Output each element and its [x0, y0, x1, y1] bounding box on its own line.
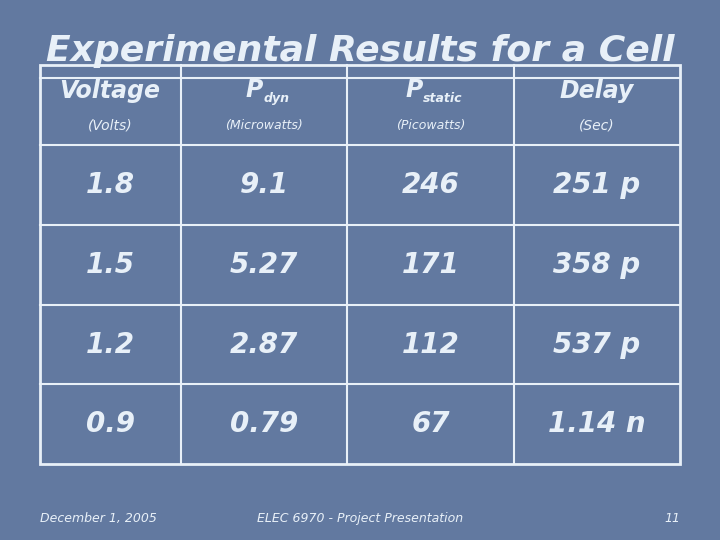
Text: 2.87: 2.87	[230, 330, 298, 359]
Text: 1.5: 1.5	[86, 251, 135, 279]
Text: 171: 171	[402, 251, 459, 279]
Text: 537 p: 537 p	[554, 330, 641, 359]
Text: 112: 112	[402, 330, 459, 359]
Text: static: static	[423, 92, 463, 105]
Text: 1.14 n: 1.14 n	[549, 410, 646, 438]
Text: 0.9: 0.9	[86, 410, 135, 438]
Text: (Sec): (Sec)	[580, 118, 615, 132]
Text: ELEC 6970 - Project Presentation: ELEC 6970 - Project Presentation	[257, 512, 463, 525]
Text: 5.27: 5.27	[230, 251, 298, 279]
Text: December 1, 2005: December 1, 2005	[40, 512, 156, 525]
Text: dyn: dyn	[264, 92, 290, 105]
Text: Voltage: Voltage	[60, 79, 161, 103]
Text: P: P	[405, 78, 423, 102]
Text: P: P	[246, 78, 264, 102]
Text: 11: 11	[665, 512, 680, 525]
Bar	[40, 65, 680, 464]
Text: 1.8: 1.8	[86, 171, 135, 199]
Text: 358 p: 358 p	[554, 251, 641, 279]
Text: 251 p: 251 p	[554, 171, 641, 199]
Text: (Volts): (Volts)	[88, 118, 132, 132]
Text: Delay: Delay	[560, 79, 634, 103]
Text: 0.79: 0.79	[230, 410, 298, 438]
Text: Experimental Results for a Cell: Experimental Results for a Cell	[46, 35, 674, 68]
Text: (Picowatts): (Picowatts)	[396, 119, 465, 132]
Text: 67: 67	[411, 410, 450, 438]
Text: 9.1: 9.1	[239, 171, 289, 199]
Text: (Microwatts): (Microwatts)	[225, 119, 302, 132]
Text: 246: 246	[402, 171, 459, 199]
Text: 1.2: 1.2	[86, 330, 135, 359]
